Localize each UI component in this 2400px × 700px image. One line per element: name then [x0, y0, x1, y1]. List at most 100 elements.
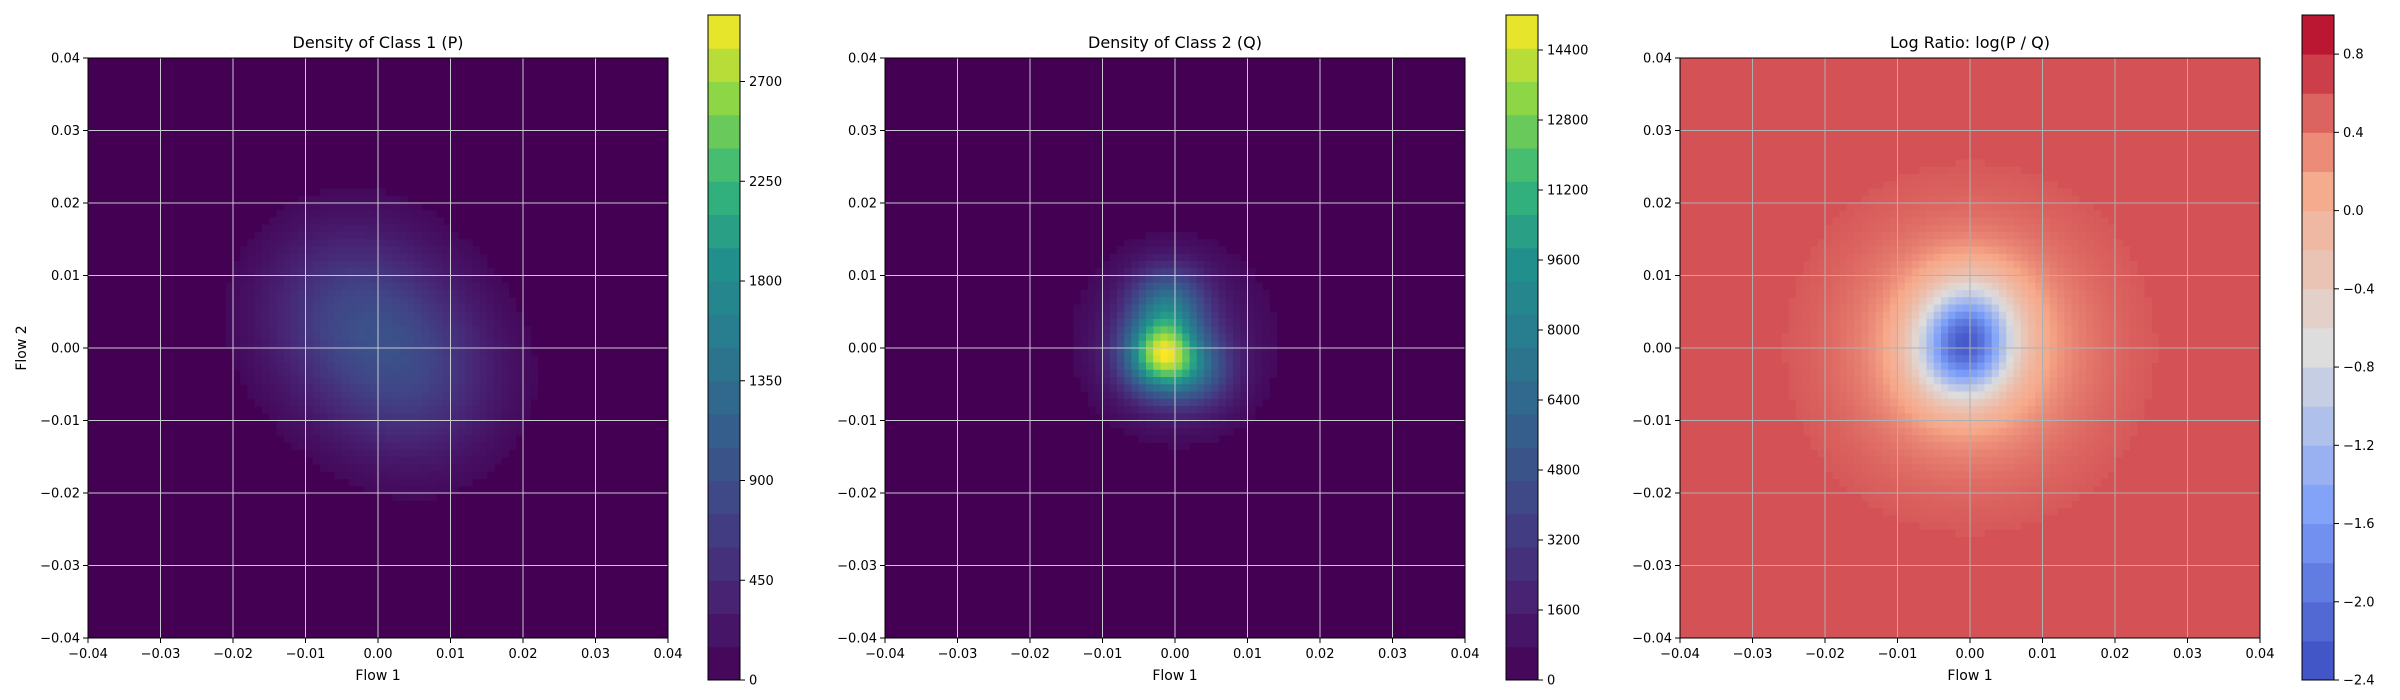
heatmap-cell	[2115, 261, 2123, 269]
heatmap-cell	[2136, 311, 2145, 320]
heatmap-cell	[2086, 377, 2094, 385]
heatmap-cell	[2035, 355, 2044, 364]
heatmap-cell	[392, 333, 401, 342]
heatmap-cell	[1941, 188, 1949, 197]
heatmap-cell	[392, 493, 401, 501]
heatmap-cell	[1948, 217, 1957, 226]
heatmap-cell	[356, 253, 365, 262]
heatmap-cell	[349, 261, 357, 269]
heatmap-cell	[1991, 478, 2000, 487]
heatmap-cell	[1247, 348, 1256, 356]
heatmap-cell	[291, 290, 299, 298]
heatmap-cell	[2115, 420, 2123, 429]
heatmap-cell	[269, 398, 278, 407]
heatmap-cell	[1970, 239, 1978, 248]
heatmap-cell	[465, 311, 473, 320]
heatmap-cell	[2093, 253, 2102, 262]
heatmap-cell	[341, 232, 350, 240]
heatmap-cell	[2042, 427, 2051, 436]
colorbar-tick-label: 1800	[749, 275, 782, 290]
heatmap-cell	[1897, 174, 1906, 182]
heatmap-cell	[1204, 275, 1212, 284]
heatmap-cell	[407, 348, 415, 356]
heatmap-cell	[1262, 304, 1270, 313]
heatmap-cell	[2028, 464, 2036, 472]
heatmap-cell	[2006, 261, 2015, 269]
heatmap-cell	[1854, 282, 1862, 291]
heatmap-cell	[1933, 166, 1942, 175]
heatmap-cell	[515, 420, 524, 429]
y-tick-label: 0.04	[51, 52, 80, 67]
heatmap-cell	[1832, 471, 1841, 480]
heatmap-cell	[2035, 239, 2044, 248]
heatmap-cell	[1124, 246, 1133, 255]
heatmap-cell	[1839, 246, 1848, 255]
heatmap-cell	[1919, 456, 1928, 465]
heatmap-cell	[2078, 362, 2087, 371]
heatmap-cell	[1810, 319, 1819, 327]
heatmap-cell	[1846, 290, 1855, 298]
heatmap-cell	[298, 406, 307, 414]
heatmap-cell	[465, 268, 473, 277]
heatmap-cell	[1160, 427, 1169, 436]
colorbar-level	[1506, 48, 1538, 82]
heatmap-cell	[1846, 471, 1855, 480]
heatmap-cell	[1138, 239, 1147, 248]
heatmap-cell	[247, 239, 256, 248]
heatmap-cell	[1948, 464, 1957, 472]
heatmap-cell	[262, 261, 270, 269]
heatmap-cell	[2035, 435, 2044, 443]
heatmap-cell	[1160, 290, 1169, 298]
heatmap-cell	[2013, 456, 2022, 465]
heatmap-cell	[1933, 297, 1942, 306]
heatmap-cell	[2100, 290, 2109, 298]
heatmap-cell	[1941, 239, 1949, 248]
heatmap-cell	[2020, 456, 2029, 465]
heatmap-cell	[1991, 398, 2000, 407]
heatmap-cell	[428, 224, 437, 233]
heatmap-cell	[1926, 224, 1935, 233]
heatmap-cell	[1999, 514, 2007, 523]
heatmap-cell	[1919, 319, 1928, 327]
heatmap-cell	[2129, 427, 2138, 436]
heatmap-cell	[1977, 500, 1986, 509]
heatmap-cell	[320, 384, 328, 393]
heatmap-cell	[450, 290, 459, 298]
heatmap-cell	[1269, 348, 1278, 356]
heatmap-cell	[2006, 362, 2015, 371]
heatmap-cell	[1919, 485, 1928, 494]
heatmap-cell	[1897, 232, 1906, 240]
heatmap-cell	[2049, 224, 2058, 233]
heatmap-cell	[2057, 427, 2065, 436]
heatmap-cell	[341, 369, 350, 378]
heatmap-cell	[298, 340, 307, 349]
heatmap-cell	[2107, 282, 2116, 291]
heatmap-cell	[1933, 384, 1942, 393]
heatmap-cell	[1941, 348, 1949, 356]
heatmap-cell	[2006, 398, 2015, 407]
heatmap-cell	[1926, 282, 1935, 291]
heatmap-cell	[2013, 493, 2022, 501]
heatmap-cell	[1861, 413, 1870, 422]
heatmap-cell	[2144, 355, 2152, 364]
heatmap-cell	[1182, 398, 1191, 407]
heatmap-cell	[414, 362, 423, 371]
heatmap-cell	[356, 377, 365, 385]
heatmap-cell	[1970, 203, 1978, 211]
heatmap-cell	[515, 311, 524, 320]
heatmap-cell	[327, 282, 336, 291]
heatmap-cell	[1912, 435, 1920, 443]
heatmap-cell	[1948, 471, 1957, 480]
heatmap-cell	[2057, 449, 2065, 458]
heatmap-cell	[450, 471, 459, 480]
heatmap-cell	[2006, 442, 2015, 451]
heatmap-cell	[2064, 326, 2073, 335]
heatmap-cell	[1912, 246, 1920, 255]
heatmap-cell	[1131, 246, 1140, 255]
heatmap-cell	[1196, 427, 1205, 436]
heatmap-cell	[2064, 493, 2073, 501]
heatmap-cell	[2093, 297, 2102, 306]
heatmap-cell	[1182, 311, 1191, 320]
heatmap-cell	[2115, 253, 2123, 262]
y-tick-label: −0.04	[40, 632, 80, 647]
